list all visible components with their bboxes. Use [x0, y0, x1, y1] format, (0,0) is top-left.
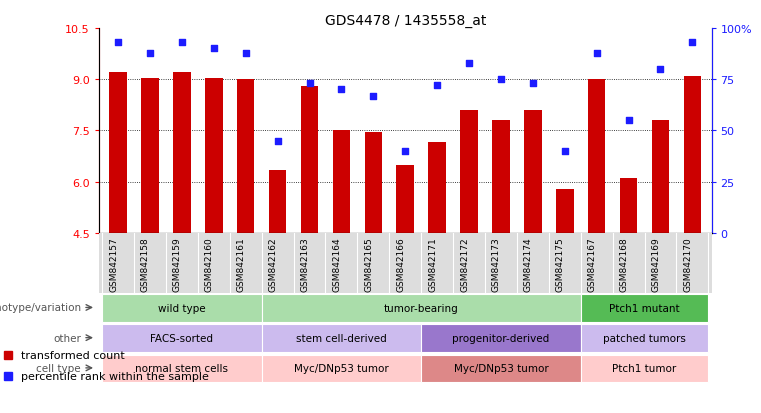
Point	[304, 81, 316, 88]
Bar	[492, 121, 510, 233]
Bar	[396, 165, 414, 233]
Text: stem cell-derived: stem cell-derived	[296, 333, 387, 344]
Bar	[421, 355, 581, 382]
Point	[368, 93, 380, 100]
Text: GSM842170: GSM842170	[683, 236, 693, 291]
Text: GSM842171: GSM842171	[428, 236, 437, 291]
Point	[176, 40, 188, 47]
Text: progenitor-derived: progenitor-derived	[452, 333, 549, 344]
Text: other: other	[53, 333, 81, 343]
Bar	[333, 131, 350, 233]
Point	[527, 81, 539, 88]
Bar	[173, 73, 191, 233]
Bar	[142, 78, 159, 233]
Text: GSM842161: GSM842161	[237, 236, 246, 291]
Text: tumor-bearing: tumor-bearing	[384, 303, 459, 313]
Text: wild type: wild type	[158, 303, 205, 313]
Point	[622, 118, 635, 124]
Bar	[683, 77, 701, 233]
Bar	[651, 121, 669, 233]
Bar	[421, 325, 581, 352]
Point	[144, 50, 156, 57]
Bar	[102, 325, 262, 352]
Point	[112, 40, 124, 47]
Text: GSM842166: GSM842166	[396, 236, 406, 291]
Bar	[588, 80, 606, 233]
Text: normal stem cells: normal stem cells	[135, 363, 228, 374]
Text: GSM842169: GSM842169	[651, 236, 661, 291]
Point	[495, 77, 507, 83]
Bar	[365, 133, 382, 233]
Point	[559, 148, 571, 155]
Text: GSM842175: GSM842175	[556, 236, 565, 291]
Text: transformed count: transformed count	[21, 350, 125, 360]
Text: FACS-sorted: FACS-sorted	[151, 333, 213, 344]
Text: GSM842163: GSM842163	[301, 236, 310, 291]
Bar	[524, 111, 542, 233]
Text: Ptch1 tumor: Ptch1 tumor	[613, 363, 677, 374]
Text: GSM842168: GSM842168	[619, 236, 629, 291]
Point	[463, 60, 475, 67]
Point	[686, 40, 699, 47]
Bar	[262, 294, 581, 322]
Bar	[581, 325, 708, 352]
Point	[272, 138, 284, 145]
Bar	[205, 78, 222, 233]
Text: percentile rank within the sample: percentile rank within the sample	[21, 371, 209, 382]
Text: GSM842157: GSM842157	[109, 236, 118, 291]
Text: GSM842174: GSM842174	[524, 236, 533, 291]
Bar	[301, 87, 318, 233]
Point	[400, 148, 412, 155]
Bar	[556, 189, 574, 233]
Bar	[428, 143, 446, 233]
Point	[240, 50, 252, 57]
Text: GSM842160: GSM842160	[205, 236, 214, 291]
Text: genotype/variation: genotype/variation	[0, 303, 81, 313]
Bar	[581, 355, 708, 382]
Bar	[262, 325, 421, 352]
Bar	[102, 294, 262, 322]
Bar	[460, 111, 478, 233]
Text: GSM842159: GSM842159	[173, 236, 182, 291]
Text: Myc/DNp53 tumor: Myc/DNp53 tumor	[454, 363, 549, 374]
Text: GSM842165: GSM842165	[365, 236, 374, 291]
Text: cell type: cell type	[37, 363, 81, 373]
Bar	[269, 170, 286, 233]
Bar	[619, 179, 638, 233]
Text: GSM842158: GSM842158	[141, 236, 150, 291]
Text: GSM842172: GSM842172	[460, 236, 469, 291]
Bar	[237, 80, 254, 233]
Point	[591, 50, 603, 57]
Text: GSM842167: GSM842167	[587, 236, 597, 291]
Bar	[262, 355, 421, 382]
Text: GSM842164: GSM842164	[333, 236, 342, 291]
Text: GSM842173: GSM842173	[492, 236, 501, 291]
Bar	[581, 294, 708, 322]
Title: GDS4478 / 1435558_at: GDS4478 / 1435558_at	[324, 14, 486, 28]
Point	[431, 83, 443, 90]
Point	[336, 87, 348, 93]
Text: patched tumors: patched tumors	[603, 333, 686, 344]
Text: Myc/DNp53 tumor: Myc/DNp53 tumor	[294, 363, 389, 374]
Point	[654, 66, 667, 73]
Point	[208, 46, 220, 52]
Text: Ptch1 mutant: Ptch1 mutant	[610, 303, 680, 313]
Bar	[102, 355, 262, 382]
Text: GSM842162: GSM842162	[269, 236, 278, 291]
Bar	[110, 73, 127, 233]
